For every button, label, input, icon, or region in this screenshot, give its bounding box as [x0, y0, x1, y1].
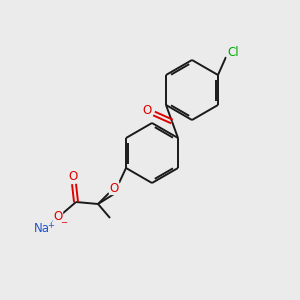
Text: Na: Na — [34, 221, 50, 235]
Text: O: O — [68, 169, 78, 182]
Text: O: O — [142, 104, 152, 117]
Text: O: O — [53, 211, 63, 224]
Text: −: − — [61, 218, 68, 227]
Text: O: O — [110, 182, 118, 194]
Text: Cl: Cl — [227, 46, 239, 59]
Text: +: + — [48, 220, 55, 230]
